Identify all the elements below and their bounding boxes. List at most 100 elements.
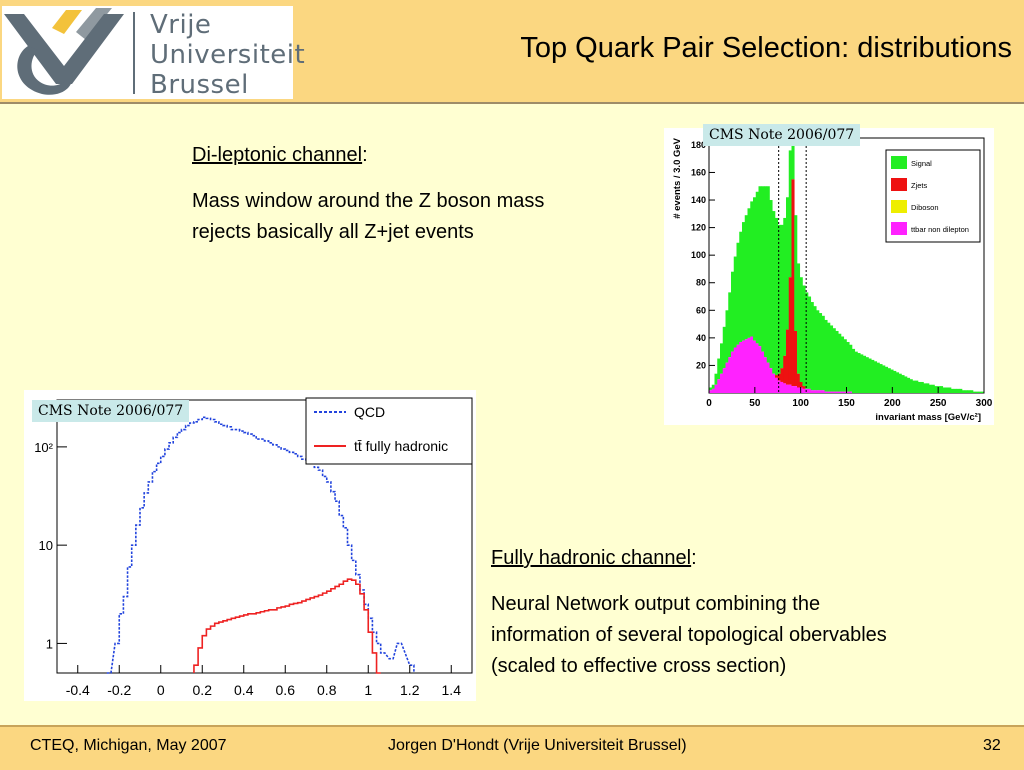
hadronic-text: Fully hadronic channel: Neural Network o… (491, 543, 887, 682)
x-tick-label: 50 (749, 398, 761, 409)
y-tick-label: 10 (39, 538, 53, 553)
ttbar-other-bar (841, 391, 845, 393)
signal-bar (898, 373, 902, 393)
y-tick-label: 80 (696, 278, 706, 288)
signal-bar (948, 387, 952, 393)
signal-bar (953, 388, 957, 393)
university-logo: Vrije Universiteit Brussel (2, 6, 305, 100)
signal-bar (882, 365, 886, 393)
x-tick-label: 0.4 (234, 682, 254, 698)
ttbar-other-bar (758, 346, 762, 393)
signal-bar (766, 186, 770, 363)
ttbar-other-bar (780, 381, 784, 393)
signal-bar (973, 391, 977, 393)
y-axis-label: # events / 3.0 GeV (672, 137, 683, 218)
y-tick-label: 160 (691, 167, 706, 177)
y-tick-label: 40 (696, 333, 706, 343)
signal-bar (772, 211, 776, 374)
signal-bar (934, 386, 938, 393)
zjets-bar (786, 329, 790, 385)
ttbar-other-bar (731, 351, 735, 393)
signal-bar (879, 364, 883, 393)
dileptonic-line-2: rejects basically all Z+jet events (192, 221, 474, 243)
signal-bar (769, 200, 773, 369)
signal-bar (788, 150, 792, 278)
signal-bar (863, 355, 867, 393)
zjets-bar (775, 375, 779, 378)
signal-bar (975, 391, 979, 393)
signal-bar (912, 380, 916, 393)
vub-emblem-icon (4, 8, 124, 95)
legend-label: tt̄ fully hadronic (354, 438, 448, 454)
signal-bar (929, 384, 933, 393)
ttbar-other-bar (830, 391, 834, 393)
x-tick-label: 0.6 (276, 682, 296, 698)
dileptonic-heading: Di-leptonic channel (192, 144, 363, 166)
hadronic-heading: Fully hadronic channel (491, 547, 692, 569)
y-tick-label: 180 (691, 140, 706, 150)
x-tick-label: 1.4 (442, 682, 462, 698)
ttbar-other-bar (838, 391, 842, 393)
signal-bar (821, 315, 825, 391)
zjets-bar (777, 373, 781, 381)
signal-bar (962, 390, 966, 393)
signal-bar (909, 379, 913, 393)
dileptonic-text: Di-leptonic channel: Mass window around … (192, 140, 544, 248)
x-tick-label: 0 (706, 398, 712, 409)
legend-label: Diboson (911, 203, 939, 212)
signal-bar (937, 386, 941, 393)
legend-label: QCD (354, 404, 385, 420)
ttbar-other-bar (810, 390, 814, 393)
signal-bar (750, 201, 754, 337)
signal-bar (824, 319, 828, 392)
ttbar-other-bar (709, 390, 713, 393)
signal-bar (816, 310, 820, 391)
ttbar-other-bar (846, 391, 850, 393)
ttbar-other-bar (849, 391, 853, 393)
signal-bar (871, 359, 875, 393)
signal-bar (945, 387, 949, 393)
signal-bar (731, 271, 735, 352)
signal-bar (786, 197, 790, 330)
ttbar-other-bar (720, 373, 724, 393)
signal-bar (835, 330, 839, 392)
x-tick-label: 0 (157, 682, 165, 698)
x-tick-label: -0.4 (66, 682, 90, 698)
signal-bar (970, 390, 974, 393)
dileptonic-line-1: Mass window around the Z boson mass (192, 190, 545, 212)
ttbar-other-bar (813, 390, 817, 393)
ttbar-other-bar (711, 388, 715, 393)
signal-bar (901, 375, 905, 393)
ttbar-other-bar (832, 391, 836, 393)
signal-bar (981, 391, 985, 393)
hadronic-line-2: information of several topological oberv… (491, 624, 887, 646)
signal-bar (841, 336, 845, 392)
ttbar-other-bar (788, 384, 792, 393)
dilepton-mass-plot: 0 50 100 150 200 250 300 20 40 60 80 100 120 140 160 18… (664, 128, 994, 425)
zjets-bar (791, 179, 795, 387)
ttbar-other-bar (761, 351, 765, 393)
x-axis-label: invariant mass [GeV/c²] (875, 412, 981, 423)
zjets-bar (797, 373, 801, 388)
signal-bar (794, 215, 798, 331)
signal-bar (805, 292, 809, 389)
ttbar-other-bar (772, 373, 776, 393)
signal-bar (956, 388, 960, 393)
x-tick-label: 150 (838, 398, 855, 409)
logo-divider (133, 12, 135, 94)
slide-footer (0, 725, 1024, 770)
qcd-line (106, 416, 415, 674)
zjets-bar (788, 277, 792, 385)
signal-bar (813, 306, 817, 391)
signal-bar (885, 366, 889, 393)
signal-bar (846, 342, 850, 392)
ttbar-other-bar (821, 390, 825, 393)
x-tick-label: 200 (884, 398, 901, 409)
signal-bar (791, 138, 795, 180)
ttbar-other-bar (835, 391, 839, 393)
x-tick-label: 1.2 (400, 682, 420, 698)
ttbar-other-bar (725, 362, 729, 393)
y-tick-label: 10² (34, 440, 53, 455)
signal-bar (967, 390, 971, 393)
ttbar-other-bar (819, 390, 823, 393)
